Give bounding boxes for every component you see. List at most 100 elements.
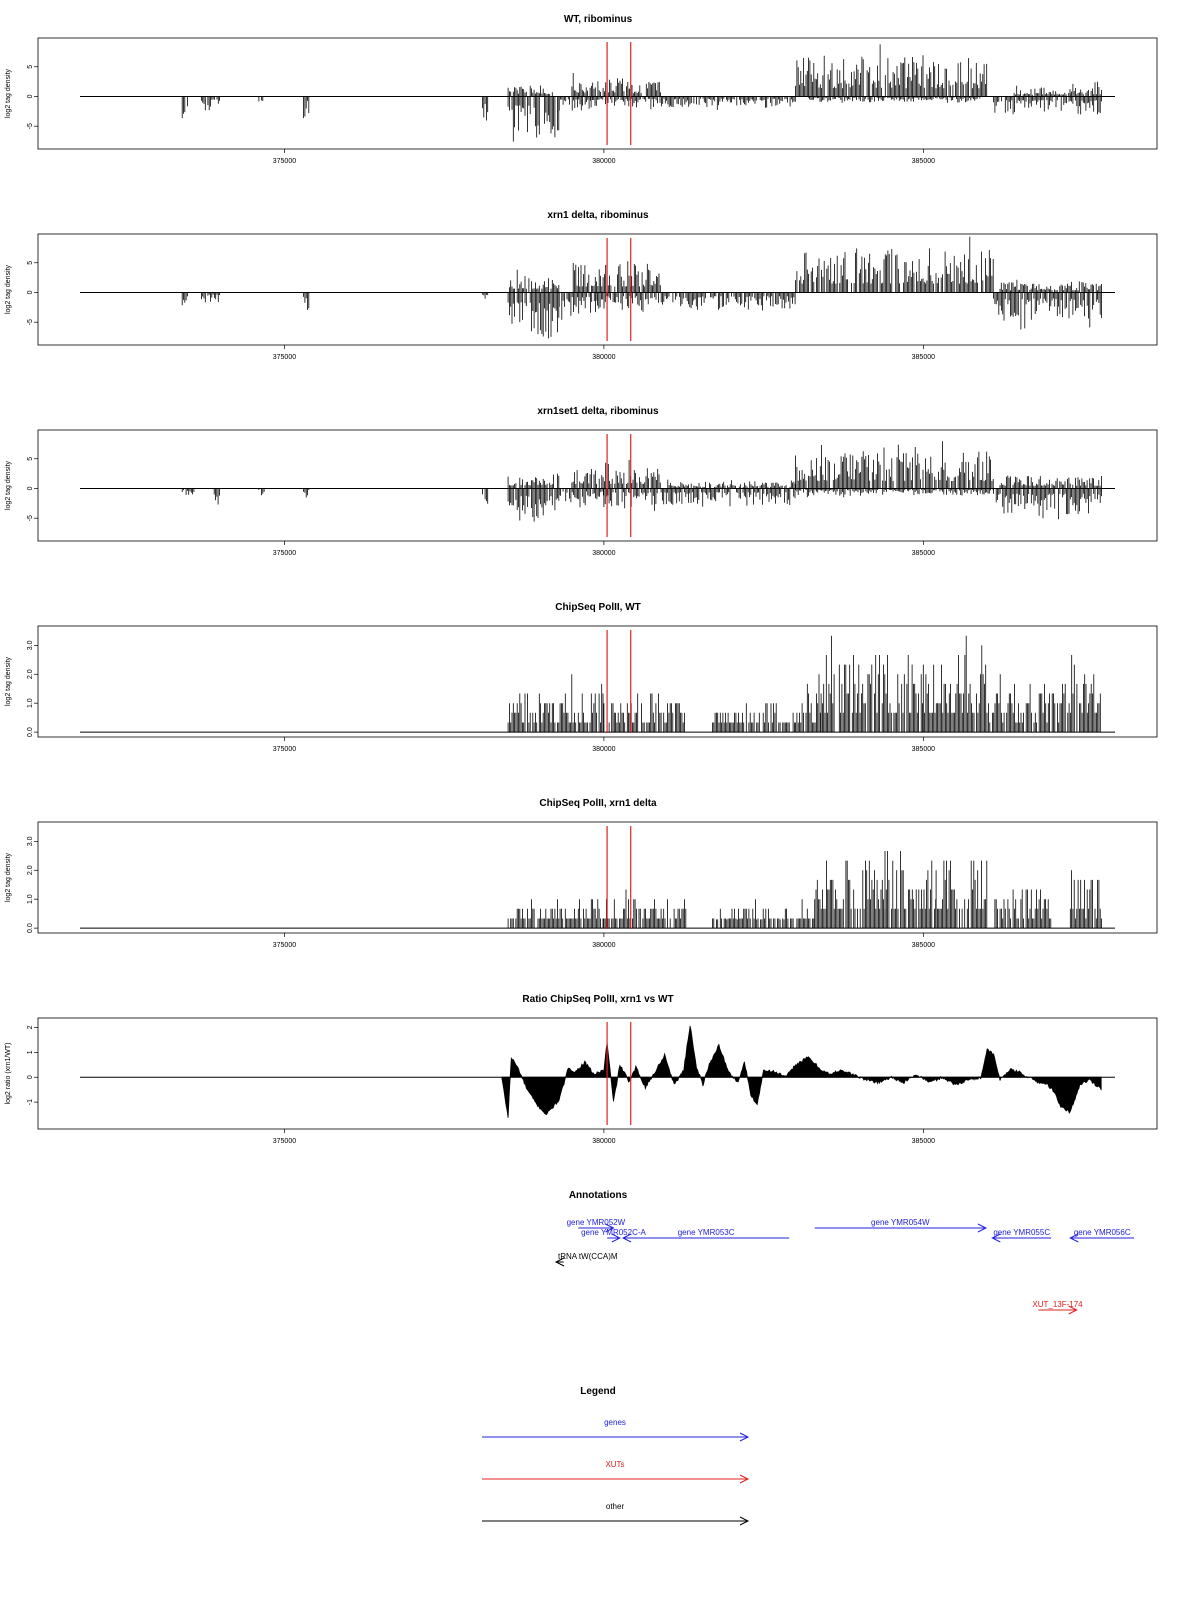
feature-arrow-head [991, 1233, 1001, 1243]
data-segment-3 [712, 703, 795, 733]
data-segment-2 [201, 96, 220, 111]
data-segment-7 [935, 860, 988, 929]
feature-label: gene YMR052C-A [581, 1228, 646, 1237]
data-segment-3 [258, 96, 264, 102]
x-tick-label: 385000 [912, 550, 935, 557]
data-segment-14 [993, 488, 1102, 520]
feature-arrow-head [1068, 1305, 1078, 1315]
y-tick-label: 5 [27, 261, 34, 265]
feature-gene-1: gene YMR052W [567, 1218, 626, 1233]
y-axis-label: log2 tag density [5, 264, 12, 314]
track-panel-3: xrn1set1 delta, ribominus log2 tag densit… [5, 406, 1158, 557]
data-segment-7 [558, 292, 598, 320]
x-tick-label: 375000 [273, 1138, 296, 1145]
track-panel-4: ChipSeq PolII, WT log2 tag density 3.0 2.0 1… [5, 602, 1158, 753]
data-segment-7 [988, 674, 1063, 733]
data-segment-5 [820, 635, 923, 733]
data-segment-6 [922, 635, 988, 733]
data-segment-3 [303, 292, 310, 310]
y-tick-label: 5 [27, 65, 34, 69]
feature-label: gene YMR053C [678, 1228, 735, 1237]
x-tick-label: 380000 [592, 550, 615, 557]
data-segment-9 [571, 459, 661, 489]
plot-frame [37, 625, 1158, 738]
x-tick-label: 375000 [273, 942, 296, 949]
x-tick-label: 375000 [273, 158, 296, 165]
legend-label: genes [604, 1418, 626, 1427]
data-segment-9 [1069, 870, 1102, 929]
data-segment-1 [181, 488, 195, 495]
y-tick-label: -5 [27, 319, 34, 325]
data-segment-8 [558, 488, 604, 508]
y-tick-label: 1 [27, 1050, 34, 1054]
y-tick-label: 3.0 [27, 836, 34, 846]
y-tick-label: 1.0 [27, 698, 34, 708]
feature-gene-3: gene YMR053C [621, 1228, 790, 1243]
y-tick-label: 1.0 [27, 894, 34, 904]
data-segment-8 [558, 96, 591, 111]
y-tick-label: 0 [27, 94, 34, 98]
y-tick-label: 5 [27, 457, 34, 461]
data-bars [507, 851, 1102, 929]
x-tick-label: 385000 [912, 942, 935, 949]
data-bars [181, 44, 1102, 142]
y-axis-label: log2 tag density [5, 656, 12, 706]
data-segment-4 [795, 674, 821, 733]
plot-frame [37, 1017, 1158, 1130]
plot-frame [37, 233, 1158, 346]
track-panels: WT, ribominus log2 tag density 5 0 -5 375000 3… [5, 14, 1158, 1145]
x-tick-label: 380000 [592, 354, 615, 361]
feature-xut-8: XUT_13F-174 [1032, 1300, 1083, 1315]
x-tick-label: 380000 [592, 746, 615, 753]
feature-label: tRNA tW(CCA)M [558, 1252, 618, 1261]
y-tick-label: 0.0 [27, 923, 34, 933]
feature-label: gene YMR056C [1074, 1228, 1131, 1237]
legend-item-other: other [482, 1502, 750, 1526]
feature-label: gene YMR055C [993, 1228, 1050, 1237]
data-segment-8 [994, 889, 1052, 929]
data-segment-2 [213, 488, 220, 505]
y-tick-label: 0.0 [27, 727, 34, 737]
feature-gene-2: gene YMR052C-A [581, 1228, 647, 1243]
data-segment-6 [884, 851, 937, 929]
y-tick-label: -1 [27, 1099, 34, 1105]
legend-arrow-head [739, 1474, 750, 1484]
legend-arrow-head [739, 1516, 750, 1526]
legend-arrow-head [739, 1432, 750, 1442]
data-segment-15 [993, 96, 1070, 115]
data-segment-5 [482, 96, 489, 121]
data-segment-12 [999, 279, 1102, 293]
data-segment-11 [993, 292, 1102, 330]
plot-frame [37, 37, 1158, 150]
data-bars [181, 441, 1102, 522]
feature-gene-5: gene YMR055C [991, 1228, 1052, 1243]
x-tick-label: 385000 [912, 158, 935, 165]
data-segment-13 [795, 44, 988, 97]
data-segment-5 [482, 488, 489, 504]
feature-arrow-head [1069, 1233, 1079, 1243]
data-segment-16 [1013, 85, 1071, 97]
legend-item-xuts: XUTs [482, 1460, 750, 1484]
data-segment-12 [795, 441, 994, 489]
feature-arrow-head [611, 1233, 621, 1243]
legend-label: XUTs [605, 1460, 624, 1469]
panel-title: xrn1 delta, ribominus [547, 210, 649, 221]
data-segment-8 [1063, 655, 1101, 733]
x-tick-label: 385000 [912, 746, 935, 753]
y-tick-label: 2 [27, 1025, 34, 1029]
track-panel-6: Ratio ChipSeq PolII, xrn1 vs WT log2 rati… [5, 994, 1158, 1145]
data-segment-10 [795, 236, 994, 293]
x-tick-label: 375000 [273, 746, 296, 753]
data-segment-2 [603, 889, 687, 929]
y-axis-label: log2 ratio (xrn1/WT) [5, 1043, 12, 1105]
data-segment-7 [507, 473, 560, 489]
x-tick-label: 375000 [273, 550, 296, 557]
x-tick-label: 380000 [592, 158, 615, 165]
y-tick-label: 3.0 [27, 640, 34, 650]
x-tick-label: 385000 [912, 1138, 935, 1145]
panel-title: ChipSeq PolII, WT [555, 602, 641, 613]
feature-label: XUT_13F-174 [1032, 1300, 1083, 1309]
data-bars [181, 236, 1102, 339]
data-segment-18 [1069, 81, 1102, 97]
